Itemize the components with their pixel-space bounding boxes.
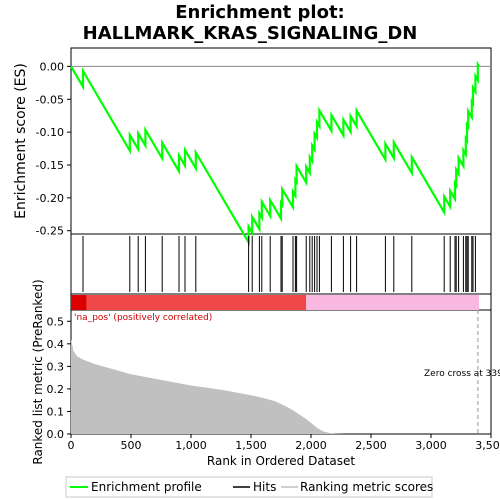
es-y-tick-label: -0.15 [36, 159, 64, 172]
es-y-axis-label: Enrichment score (ES) [13, 63, 29, 219]
es-y-ticks: 0.00 -0.05 -0.10 -0.15 -0.20 -0.25 [36, 60, 71, 238]
legend-metric-label: Ranking metric scores [300, 480, 433, 494]
es-y-tick-label: -0.20 [36, 192, 64, 205]
x-tick-label: 1,000 [175, 439, 207, 452]
metric-y-tick-label: 0.5 [47, 315, 65, 328]
colorbar-pink [306, 295, 479, 310]
x-tick-label: 3,000 [415, 439, 447, 452]
es-y-tick-label: -0.10 [36, 126, 64, 139]
metric-y-tick-label: 0.3 [47, 360, 65, 373]
metric-y-axis-label: Ranked list metric (PreRanked) [31, 279, 45, 464]
colorbar-strong-red [71, 295, 87, 310]
es-y-tick-label: -0.25 [36, 225, 64, 238]
enrichment-profile-path [70, 60, 480, 247]
chart-title-line2: HALLMARK_KRAS_SIGNALING_DN [83, 23, 418, 44]
hit-lines [82, 236, 476, 292]
x-tick-label: 2,000 [295, 439, 327, 452]
x-axis-label: Rank in Ordered Dataset [207, 454, 355, 468]
metric-y-tick-label: 0.4 [47, 338, 65, 351]
x-tick-label: 0 [68, 439, 75, 452]
x-tick-label: 2,500 [355, 439, 387, 452]
ranking-metric-area [71, 339, 479, 434]
x-ticks: 0 500 1,000 1,500 2,000 2,500 3,000 3,500 [68, 434, 500, 452]
x-tick-label: 500 [121, 439, 142, 452]
es-y-tick-label: 0.00 [40, 60, 65, 73]
legend-hits-label: Hits [253, 480, 276, 494]
metric-y-ticks: 0.0 0.1 0.2 0.3 0.4 0.5 [47, 315, 71, 441]
chart-title-line1: Enrichment plot: [175, 2, 345, 23]
metric-y-tick-label: 0.2 [47, 383, 65, 396]
es-y-tick-label: -0.05 [36, 93, 64, 106]
ranking-metric-fill [71, 339, 479, 434]
metric-y-tick-label: 0.1 [47, 405, 65, 418]
ranked-colorbar [71, 295, 479, 310]
x-tick-label: 1,500 [235, 439, 267, 452]
enrichment-profile-line [70, 60, 480, 247]
zero-cross-label: Zero cross at 3391 [424, 369, 500, 379]
colorbar-red [86, 295, 307, 310]
legend-enrichment-label: Enrichment profile [91, 480, 202, 494]
positive-correlated-label: 'na_pos' (positively correlated) [74, 313, 212, 323]
x-tick-label: 3,500 [475, 439, 500, 452]
legend: Enrichment profile Hits Ranking metric s… [65, 476, 433, 498]
metric-y-tick-label: 0.0 [47, 428, 65, 441]
